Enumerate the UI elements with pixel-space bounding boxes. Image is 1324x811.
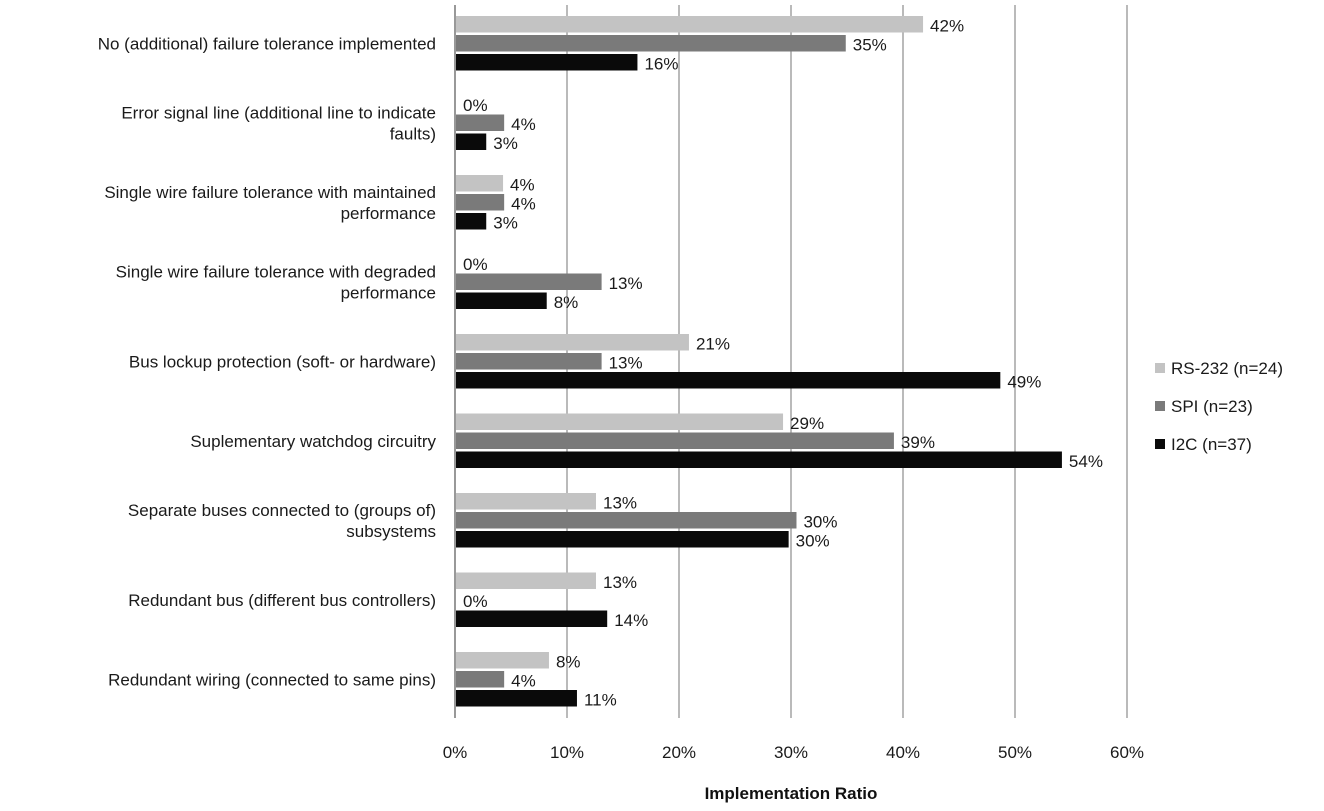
legend-label: SPI (n=23) bbox=[1171, 397, 1253, 416]
legend: RS-232 (n=24) SPI (n=23) I2C (n=37) bbox=[1155, 359, 1283, 454]
category-label: performance bbox=[341, 204, 436, 223]
bar bbox=[456, 334, 689, 351]
data-label: 21% bbox=[696, 335, 730, 354]
bar bbox=[456, 54, 638, 71]
data-label: 3% bbox=[493, 214, 518, 233]
bar bbox=[456, 35, 846, 52]
x-tick-label: 40% bbox=[886, 743, 920, 762]
legend-swatch bbox=[1155, 363, 1165, 373]
data-label: 54% bbox=[1069, 452, 1103, 471]
bar bbox=[456, 372, 1001, 389]
bar bbox=[456, 114, 505, 131]
data-label: 3% bbox=[493, 134, 518, 153]
category-label: Error signal line (additional line to in… bbox=[121, 103, 436, 122]
legend-swatch bbox=[1155, 439, 1165, 449]
data-label: 8% bbox=[554, 293, 579, 312]
x-tick-label: 0% bbox=[443, 743, 468, 762]
category-label: Single wire failure tolerance with maint… bbox=[104, 183, 436, 202]
legend-label: I2C (n=37) bbox=[1171, 435, 1252, 454]
bar bbox=[456, 273, 602, 290]
x-tick-label: 60% bbox=[1110, 743, 1144, 762]
category-label: subsystems bbox=[346, 522, 436, 541]
data-label: 35% bbox=[853, 36, 887, 55]
data-label: 8% bbox=[556, 653, 581, 672]
bar bbox=[456, 353, 602, 370]
data-labels: 42%35%16%0%4%3%4%4%3%0%13%8%21%13%49%29%… bbox=[463, 17, 1103, 710]
x-tick-label: 20% bbox=[662, 743, 696, 762]
data-label: 0% bbox=[463, 592, 488, 611]
data-label: 0% bbox=[463, 255, 488, 274]
category-label: Bus lockup protection (soft- or hardware… bbox=[129, 352, 436, 371]
x-tick-label: 30% bbox=[774, 743, 808, 762]
bar bbox=[456, 610, 608, 627]
data-label: 4% bbox=[510, 176, 535, 195]
grid-lines bbox=[566, 5, 1128, 718]
x-tick-label: 10% bbox=[550, 743, 584, 762]
x-axis-title: Implementation Ratio bbox=[705, 784, 878, 803]
data-label: 0% bbox=[463, 96, 488, 115]
data-label: 30% bbox=[796, 532, 830, 551]
data-label: 4% bbox=[511, 115, 536, 134]
bar bbox=[456, 512, 797, 529]
bar bbox=[456, 493, 596, 510]
category-label: No (additional) failure tolerance implem… bbox=[98, 34, 436, 53]
legend-label: RS-232 (n=24) bbox=[1171, 359, 1283, 378]
category-label: Redundant wiring (connected to same pins… bbox=[108, 670, 436, 689]
bar bbox=[456, 292, 547, 309]
category-labels: No (additional) failure tolerance implem… bbox=[98, 34, 437, 689]
bar bbox=[456, 652, 549, 669]
data-label: 29% bbox=[790, 414, 824, 433]
bar bbox=[456, 432, 894, 449]
category-label: Suplementary watchdog circuitry bbox=[190, 432, 436, 451]
data-label: 4% bbox=[511, 672, 536, 691]
bar bbox=[456, 213, 487, 230]
bar bbox=[456, 451, 1062, 468]
bar bbox=[456, 194, 505, 211]
data-label: 13% bbox=[603, 573, 637, 592]
bar bbox=[456, 531, 789, 548]
data-label: 30% bbox=[803, 513, 837, 532]
data-label: 39% bbox=[901, 433, 935, 452]
bar bbox=[456, 175, 504, 192]
data-label: 14% bbox=[614, 611, 648, 630]
data-label: 13% bbox=[609, 354, 643, 373]
data-label: 49% bbox=[1007, 373, 1041, 392]
data-label: 42% bbox=[930, 17, 964, 36]
category-label: performance bbox=[341, 283, 436, 302]
x-tick-label: 50% bbox=[998, 743, 1032, 762]
bar bbox=[456, 16, 924, 33]
data-label: 13% bbox=[603, 494, 637, 513]
bar bbox=[456, 413, 784, 430]
legend-swatch bbox=[1155, 401, 1165, 411]
bar bbox=[456, 572, 596, 589]
category-label: faults) bbox=[390, 124, 436, 143]
x-axis-ticks: 0% 10% 20% 30% 40% 50% 60% bbox=[443, 743, 1144, 762]
data-label: 11% bbox=[584, 691, 617, 710]
bar bbox=[456, 671, 505, 688]
data-label: 16% bbox=[644, 55, 678, 74]
category-label: Single wire failure tolerance with degra… bbox=[116, 262, 436, 281]
bar bbox=[456, 133, 487, 150]
data-label: 4% bbox=[511, 195, 536, 214]
category-label: Redundant bus (different bus controllers… bbox=[128, 591, 436, 610]
bars bbox=[456, 16, 1062, 707]
bar bbox=[456, 690, 577, 707]
data-label: 13% bbox=[609, 274, 643, 293]
category-label: Separate buses connected to (groups of) bbox=[128, 501, 436, 520]
